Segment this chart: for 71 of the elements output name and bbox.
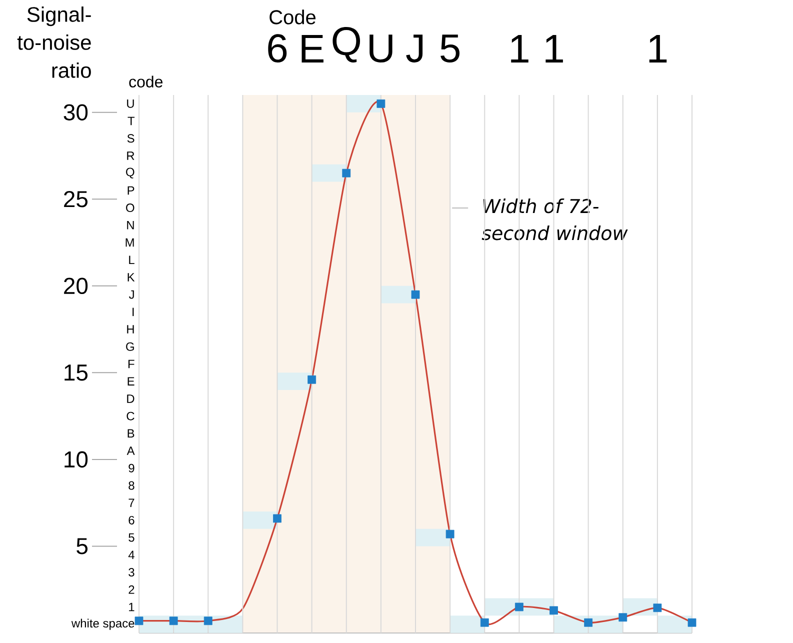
- text: I: [132, 308, 134, 316]
- x-axis-title: Code: [270, 10, 316, 24]
- point: [204, 616, 212, 626]
- text: code: [129, 76, 162, 88]
- text: P: [128, 186, 134, 195]
- text: 3: [128, 568, 134, 577]
- text: A: [126, 446, 135, 455]
- point: [134, 616, 144, 626]
- x-tick-label: Q: [332, 26, 360, 62]
- point: [411, 290, 420, 299]
- text: B: [128, 429, 134, 438]
- text: N: [127, 221, 134, 230]
- y-tick-label: 5: [76, 538, 88, 554]
- text: 9: [128, 464, 134, 472]
- bar: [450, 616, 485, 633]
- point: [308, 375, 316, 384]
- text: G: [126, 342, 134, 351]
- point: [342, 168, 351, 178]
- text: 6: [128, 516, 134, 524]
- point: [550, 606, 558, 615]
- point: [653, 604, 662, 612]
- y-tick-label: 25: [64, 190, 88, 208]
- text: D: [127, 394, 134, 403]
- x-tick-label: U: [370, 34, 392, 62]
- bar: [380, 286, 416, 304]
- text: U: [127, 99, 134, 108]
- x-tick-label: E: [302, 34, 324, 62]
- text: 8: [128, 481, 134, 490]
- text: 7: [128, 498, 134, 507]
- point: [376, 99, 386, 108]
- x-tick-label: J: [406, 34, 423, 62]
- text: 5: [128, 533, 134, 542]
- bar: [277, 372, 312, 390]
- x-tick-label: 6: [268, 34, 287, 62]
- x-tick-label: 5: [440, 34, 460, 62]
- text: 2: [128, 585, 134, 594]
- text: O: [126, 204, 134, 212]
- text: S: [127, 134, 134, 143]
- text: E: [128, 377, 134, 386]
- x-tick-label: 1: [649, 34, 667, 62]
- annotation: Width of 72-second window: [482, 198, 628, 240]
- y-axis-title: Signal-to-noise ratio: [17, 6, 91, 78]
- text: H: [127, 325, 134, 334]
- text: R: [127, 152, 134, 160]
- bar: [312, 164, 346, 182]
- point: [446, 530, 454, 538]
- text: Q: [126, 168, 134, 178]
- bar: [242, 512, 278, 529]
- text: F: [128, 360, 134, 368]
- y-tick-label: 10: [64, 451, 88, 468]
- text: L: [129, 256, 134, 264]
- x-tick-label: 1: [546, 34, 563, 62]
- point: [514, 602, 524, 612]
- text: M: [126, 238, 134, 247]
- x-tick-label: 1: [511, 34, 528, 62]
- y-tick-label: 20: [64, 278, 88, 294]
- y-tick-label: 30: [64, 104, 88, 120]
- text: C: [126, 412, 134, 420]
- text: T: [128, 116, 135, 126]
- point: [584, 618, 593, 627]
- point: [480, 618, 489, 627]
- text: white space: [71, 618, 134, 630]
- text: J: [128, 290, 134, 299]
- text: K: [128, 273, 135, 282]
- y-tick-label: 15: [64, 364, 88, 381]
- text: 1: [129, 602, 134, 612]
- point: [169, 616, 178, 626]
- point: [688, 618, 696, 627]
- point: [273, 514, 282, 523]
- text: 4: [128, 550, 134, 560]
- point: [618, 613, 628, 622]
